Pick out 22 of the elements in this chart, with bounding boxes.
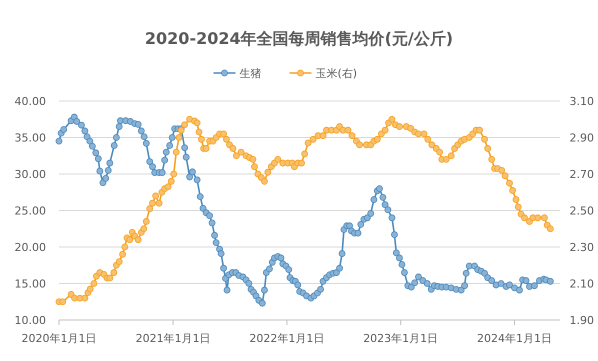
- x-tick-label: 2020年1月1日: [22, 332, 96, 345]
- y-tick-label: 35.00: [14, 132, 46, 144]
- x-tick-label: 2022年1月1日: [249, 332, 324, 345]
- y2-tick-label: 2.70: [570, 168, 594, 181]
- y-tick-label: 30.00: [14, 168, 46, 181]
- legend-label: 玉米(右): [316, 67, 358, 80]
- y2-tick-label: 2.10: [570, 278, 594, 290]
- y-tick-label: 15.00: [14, 278, 46, 290]
- x-tick-label: 2021年1月1日: [136, 332, 211, 345]
- x-tick-label: 2023年1月1日: [363, 332, 438, 345]
- y-tick-label: 25.00: [14, 204, 46, 218]
- y2-tick-label: 3.10: [570, 95, 594, 108]
- y-tick-label: 20.00: [14, 241, 46, 254]
- y-tick-label: 10.00: [14, 314, 46, 327]
- legend-label: 生猪: [240, 67, 262, 80]
- y2-tick-label: 2.30: [570, 241, 594, 254]
- y-tick-label: 40.00: [14, 95, 46, 108]
- y2-tick-label: 1.90: [570, 314, 594, 327]
- y2-tick-label: 2.90: [570, 132, 594, 144]
- chart-title: 2020-2024年全国每周销售均价(元/公斤): [144, 29, 454, 48]
- y2-tick-label: 2.50: [570, 204, 594, 218]
- x-tick-label: 2024年1月1日: [476, 332, 552, 345]
